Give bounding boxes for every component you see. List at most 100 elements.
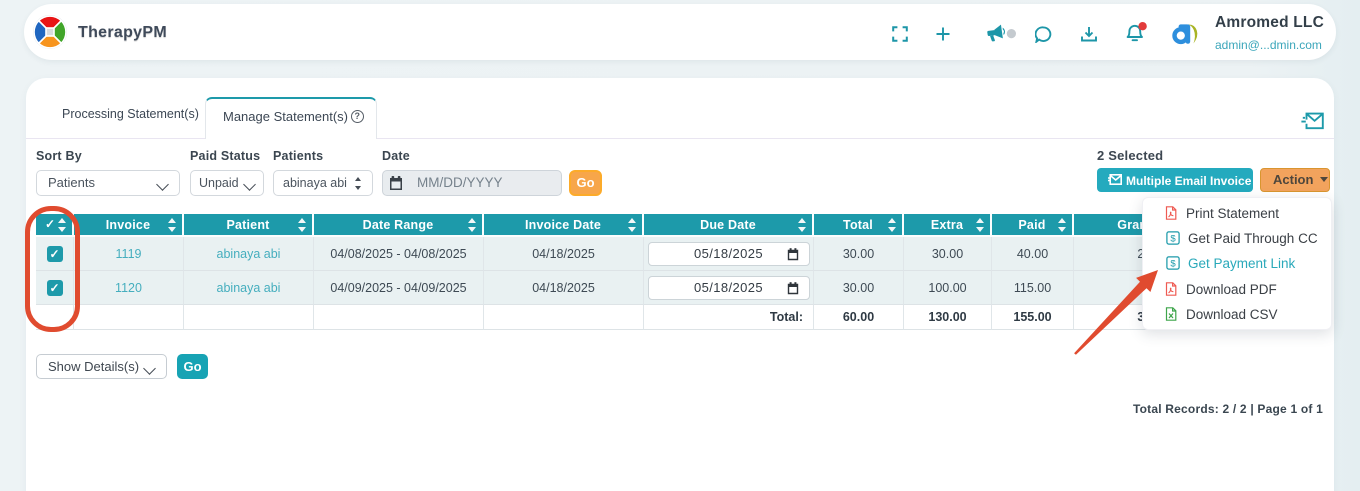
menu-item-download-pdf[interactable]: Download PDF xyxy=(1143,277,1331,302)
paid-cell: 115.00 xyxy=(992,271,1074,305)
statements-table: ✓ Invoice Patient Date Range Invoice Dat… xyxy=(36,214,1232,330)
menu-item-get-paid-through-cc[interactable]: $ Get Paid Through CC xyxy=(1143,226,1331,251)
records-summary: Total Records: 2 / 2 | Page 1 of 1 xyxy=(1133,402,1323,416)
sort-icon[interactable] xyxy=(298,217,307,232)
column-label: Extra xyxy=(930,217,964,232)
patients-value: abinaya abi xyxy=(283,176,347,190)
download-icon[interactable] xyxy=(1081,26,1097,42)
caret-down-icon xyxy=(1320,177,1329,182)
extra-cell: 100.00 xyxy=(904,271,992,305)
invoice-date-cell: 04/18/2025 xyxy=(484,271,644,305)
totals-total: 60.00 xyxy=(814,305,904,330)
paid-cell: 40.00 xyxy=(992,237,1074,271)
patients-select[interactable]: abinaya abi xyxy=(273,170,373,196)
send-email-icon[interactable] xyxy=(1301,111,1324,131)
column-label: Patient xyxy=(226,217,270,232)
table-header-row: ✓ Invoice Patient Date Range Invoice Dat… xyxy=(36,214,1232,237)
sort-icon[interactable] xyxy=(1058,217,1067,232)
column-due-date[interactable]: Due Date xyxy=(644,214,814,237)
table-totals-row: Total: 60.00 130.00 155.00 35.00 xyxy=(36,305,1232,330)
invoice-link[interactable]: 1120 xyxy=(115,280,142,295)
chevron-down-icon xyxy=(145,364,154,373)
pdf-icon xyxy=(1164,206,1178,220)
account-name[interactable]: Amromed LLC xyxy=(1215,14,1324,31)
tabs-divider xyxy=(26,138,1334,139)
up-down-arrows-icon xyxy=(355,177,363,190)
totals-paid: 155.00 xyxy=(992,305,1074,330)
sort-by-select[interactable]: Patients xyxy=(36,170,180,196)
menu-item-label: Get Payment Link xyxy=(1188,256,1296,272)
patient-link[interactable]: abinaya abi xyxy=(216,280,281,295)
row-checkbox[interactable]: ✓ xyxy=(46,245,63,262)
paid-status-select[interactable]: Unpaid xyxy=(190,170,264,196)
help-icon[interactable]: ? xyxy=(350,109,364,123)
app-title: TherapyPM xyxy=(78,24,167,41)
extra-cell: 30.00 xyxy=(904,237,992,271)
fullscreen-icon[interactable] xyxy=(892,26,908,42)
action-button[interactable]: Action xyxy=(1260,168,1330,192)
column-invoice-date[interactable]: Invoice Date xyxy=(484,214,644,237)
date-range-cell: 04/08/2025 - 04/08/2025 xyxy=(314,237,484,271)
chat-icon[interactable] xyxy=(1035,26,1052,43)
sort-icon[interactable] xyxy=(798,217,807,232)
action-label: Action xyxy=(1273,172,1314,187)
filter-go-button[interactable]: Go xyxy=(569,170,602,196)
column-invoice[interactable]: Invoice xyxy=(74,214,184,237)
column-patient[interactable]: Patient xyxy=(184,214,314,237)
sort-by-label: Sort By xyxy=(36,149,82,163)
add-icon[interactable] xyxy=(936,27,950,41)
menu-item-download-csv[interactable]: Download CSV xyxy=(1143,302,1331,327)
chevron-down-icon xyxy=(245,180,254,189)
patient-link[interactable]: abinaya abi xyxy=(216,246,281,261)
date-label: Date xyxy=(382,149,410,163)
menu-item-label: Get Paid Through CC xyxy=(1188,231,1318,247)
patients-label: Patients xyxy=(273,149,324,163)
menu-item-label: Print Statement xyxy=(1186,206,1280,221)
date-range-cell: 04/09/2025 - 04/09/2025 xyxy=(314,271,484,305)
due-date-value: 05/18/2025 xyxy=(693,245,764,261)
due-date-input[interactable]: 05/18/2025 xyxy=(647,241,810,266)
tab-manage-statements[interactable]: Manage Statement(s) ? xyxy=(205,97,377,139)
top-header-bar: TherapyPM xyxy=(24,4,1336,60)
menu-item-label: Download CSV xyxy=(1186,306,1278,322)
row-checkbox[interactable]: ✓ xyxy=(46,279,63,296)
table-row: ✓ 1120 abinaya abi 04/09/2025 - 04/09/20… xyxy=(36,271,1232,305)
sort-icon[interactable] xyxy=(976,217,985,232)
account-email: admin@...dmin.com xyxy=(1215,38,1322,52)
announcement-icon[interactable] xyxy=(985,24,1016,44)
svg-text:$: $ xyxy=(1170,259,1176,270)
due-date-input[interactable]: 05/18/2025 xyxy=(647,275,810,300)
invoice-date-cell: 04/18/2025 xyxy=(484,237,644,271)
notifications-icon[interactable] xyxy=(1124,22,1147,42)
tab-processing-statements[interactable]: Processing Statement(s) xyxy=(62,107,199,121)
sort-icon[interactable] xyxy=(168,217,177,232)
details-go-button[interactable]: Go xyxy=(177,354,208,379)
multiple-email-invoice-button[interactable]: Multiple Email Invoice xyxy=(1097,168,1253,192)
column-label: Paid xyxy=(1018,217,1046,232)
calendar-button[interactable] xyxy=(382,170,409,196)
dollar-icon: $ xyxy=(1166,256,1180,271)
calendar-icon[interactable] xyxy=(787,281,799,295)
tab-manage-label: Manage Statement(s) xyxy=(223,109,349,124)
date-input[interactable]: MM/DD/YYYY xyxy=(408,170,562,196)
amromed-logo-icon[interactable] xyxy=(1172,23,1203,45)
email-icon xyxy=(1108,173,1122,185)
column-date-range[interactable]: Date Range xyxy=(314,214,484,237)
sort-icon[interactable] xyxy=(628,217,637,232)
column-total[interactable]: Total xyxy=(814,214,904,237)
menu-item-get-payment-link[interactable]: $ Get Payment Link xyxy=(1143,251,1331,276)
column-label: Invoice Date xyxy=(524,217,602,232)
empty-cell xyxy=(74,305,184,330)
sort-icon[interactable] xyxy=(468,217,477,232)
invoice-link[interactable]: 1119 xyxy=(115,246,142,261)
column-label: Invoice xyxy=(105,217,151,232)
menu-item-print-statement[interactable]: Print Statement xyxy=(1143,201,1331,226)
sort-icon[interactable] xyxy=(888,217,897,232)
paid-status-value: Unpaid xyxy=(199,176,239,190)
calendar-icon[interactable] xyxy=(787,247,799,261)
show-details-select[interactable]: Show Details(s) xyxy=(36,354,167,379)
total-cell: 30.00 xyxy=(814,271,904,305)
column-extra[interactable]: Extra xyxy=(904,214,992,237)
column-paid[interactable]: Paid xyxy=(992,214,1074,237)
therapypm-logo-icon xyxy=(33,15,67,49)
